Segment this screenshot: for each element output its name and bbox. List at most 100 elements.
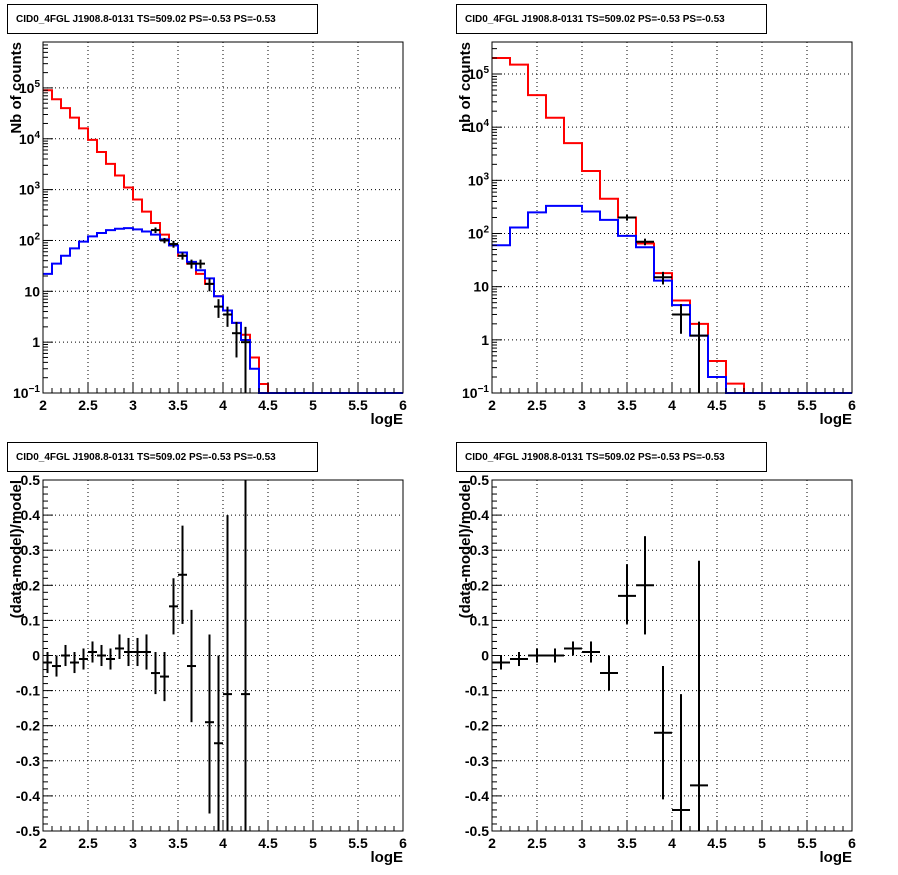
x-tick-label: 2.5 [78, 397, 98, 413]
data-point [142, 634, 151, 670]
y-tick-label: 0.3 [470, 542, 490, 558]
x-axis-label: logE [820, 411, 853, 428]
y-tick-label: 1 [481, 332, 489, 348]
y-tick-label: -0.2 [16, 718, 40, 734]
data-point [205, 634, 214, 814]
x-tick-label: 6 [848, 835, 856, 851]
series-line [43, 227, 403, 394]
y-tick-label: 10−1 [13, 384, 40, 401]
y-tick-label: -0.2 [465, 718, 489, 734]
x-tick-label: 3 [578, 835, 586, 851]
y-tick-label: -0.5 [465, 823, 489, 839]
grid [42, 42, 404, 394]
data-point [205, 278, 214, 292]
data-point [61, 644, 70, 667]
y-tick-label: -0.4 [465, 788, 489, 804]
x-tick-label: 4.5 [258, 835, 278, 851]
data-point [241, 326, 250, 393]
y-tick-label: -0.4 [16, 788, 40, 804]
y-tick-label: 0.4 [470, 507, 490, 523]
data-point [223, 306, 232, 327]
x-tick-label: 6 [399, 835, 407, 851]
data-point [690, 560, 708, 831]
x-tick-label: 4.5 [258, 397, 278, 413]
series-line [43, 89, 403, 394]
y-tick-label: 1 [32, 334, 40, 350]
x-axis-label: logE [371, 849, 404, 866]
data-point [115, 634, 124, 660]
y-tick-label: 0.5 [470, 472, 490, 488]
y-tick-label: -0.3 [465, 753, 489, 769]
data-point [160, 651, 169, 702]
y-axis-label: Nb of counts [8, 42, 25, 134]
data-point [618, 564, 636, 624]
data-point [169, 240, 178, 248]
pad-counts-left: 2 2.5 3 3.5 4 4.5 5 5.5 6 10−1 1 10 102 103 104 105 logE… [0, 0, 449, 437]
y-tick-label: 105 [468, 65, 490, 82]
x-tick-label: 5 [758, 835, 766, 851]
y-tick-label: 0.1 [21, 612, 41, 628]
y-tick-label: 105 [19, 79, 41, 96]
y-axis-label: (data-model)/model [8, 480, 25, 618]
chart-counts-left: 2 2.5 3 3.5 4 4.5 5 5.5 6 10−1 1 10 102 103 104 105 logE… [8, 41, 407, 428]
y-tick-label: 0.2 [470, 577, 490, 593]
data-point [52, 655, 61, 677]
x-axis-label: logE [820, 849, 853, 866]
data-point [88, 641, 97, 663]
x-tick-label: 3.5 [168, 835, 188, 851]
y-tick-label: 102 [468, 225, 490, 242]
x-tick-label: 5 [309, 835, 317, 851]
x-tick-label: 2.5 [527, 835, 547, 851]
y-tick-label: 0.4 [21, 507, 41, 523]
data-point [187, 609, 196, 723]
data-point [636, 536, 654, 635]
x-tick-label: 6 [848, 397, 856, 413]
data-point [214, 655, 223, 831]
y-tick-label: 104 [19, 130, 41, 147]
chart-title: CID0_4FGL J1908.8-0131 TS=509.02 PS=-0.5… [456, 442, 767, 472]
y-tick-label: 102 [19, 231, 41, 248]
x-tick-label: 5 [309, 397, 317, 413]
y-tick-label: 104 [468, 118, 490, 135]
x-tick-label: 3 [129, 397, 137, 413]
y-tick-label: 0.3 [21, 542, 41, 558]
data-point [654, 271, 672, 285]
x-tick-label: 2 [488, 835, 496, 851]
chart-residuals-left: 2 2.5 3 3.5 4 4.5 5 5.5 6 -0.5 -0.4 -0.3 -0.2 -0.1 0 0.… [8, 472, 407, 866]
data-point [106, 648, 115, 670]
y-tick-label: 10 [24, 283, 40, 299]
y-tick-label: 0.5 [21, 472, 41, 488]
data-point [196, 259, 205, 269]
data-point [241, 480, 250, 831]
chart-title: CID0_4FGL J1908.8-0131 TS=509.02 PS=-0.5… [456, 4, 767, 34]
x-tick-label: 3 [578, 397, 586, 413]
x-tick-label: 4 [219, 835, 227, 851]
data-point [124, 637, 133, 667]
y-tick-label: 10−1 [462, 384, 489, 401]
data-point [564, 641, 582, 656]
y-axis-label: nb of counts [457, 42, 474, 132]
x-tick-label: 3 [129, 835, 137, 851]
y-tick-label: -0.1 [465, 683, 489, 699]
y-axis-label: (data-model)/model [457, 480, 474, 618]
data-point [546, 648, 564, 663]
x-tick-label: 3.5 [168, 397, 188, 413]
x-tick-label: 5.5 [797, 835, 817, 851]
data-point [97, 644, 106, 667]
pad-residuals-left: 2 2.5 3 3.5 4 4.5 5 5.5 6 -0.5 -0.4 -0.3 -0.2 -0.1 0 0.… [0, 438, 449, 875]
data-point [618, 214, 636, 221]
x-tick-label: 4 [668, 397, 676, 413]
y-tick-label: 103 [19, 181, 41, 198]
x-tick-label: 6 [399, 397, 407, 413]
x-axis-label: logE [371, 411, 404, 428]
y-tick-label: 0.1 [470, 612, 490, 628]
x-tick-label: 2 [488, 397, 496, 413]
data-point [528, 648, 546, 663]
x-tick-label: 4 [668, 835, 676, 851]
chart-title: CID0_4FGL J1908.8-0131 TS=509.02 PS=-0.5… [7, 442, 318, 472]
data-point [70, 651, 79, 674]
data-point [600, 655, 618, 691]
x-tick-label: 2 [39, 397, 47, 413]
pad-residuals-right: 2 2.5 3 3.5 4 4.5 5 5.5 6 -0.5 -0.4 -0.3 -0.2 -0.1 0 0.… [449, 438, 898, 875]
data-point [151, 227, 160, 234]
